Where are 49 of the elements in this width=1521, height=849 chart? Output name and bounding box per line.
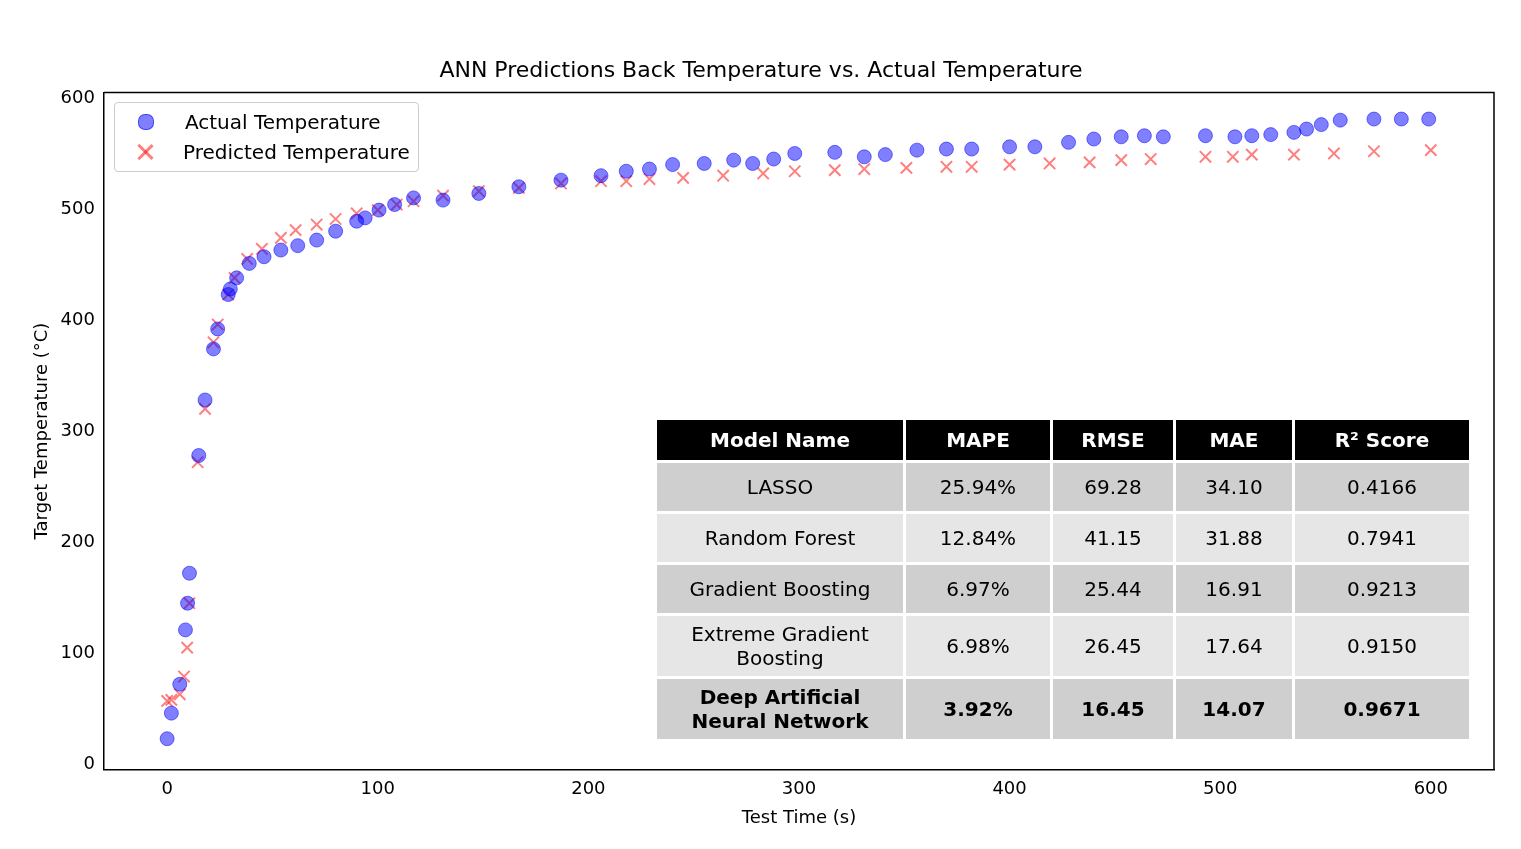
annotation: 25.94% — [904, 461, 1052, 513]
annotation: 16.45 — [1051, 677, 1175, 741]
x-tick-label: 500 — [1203, 777, 1238, 799]
y-tick-label: 600 — [60, 85, 95, 107]
legend-label: Predicted Temperature — [182, 140, 410, 165]
x-tick-label: 600 — [1413, 777, 1448, 799]
annotation: 41.15 — [1051, 512, 1175, 564]
annotation: Deep Artificial Neural Network — [655, 677, 905, 741]
annotation: R² Score — [1293, 418, 1471, 462]
annotation: 6.97% — [904, 563, 1052, 615]
annotation: 12.84% — [904, 512, 1052, 564]
annotation: 14.07 — [1174, 677, 1294, 741]
x-tick-label: 300 — [781, 777, 817, 799]
x-tick-label: 0 — [161, 777, 173, 799]
annotation: 34.10 — [1174, 461, 1294, 513]
annotation: MAE — [1174, 418, 1294, 462]
y-tick-label: 400 — [60, 307, 95, 329]
annotation: 0.7941 — [1293, 512, 1471, 564]
annotation: MAPE — [904, 418, 1052, 462]
y-tick-label: 300 — [60, 418, 95, 440]
x-tick-label: 100 — [360, 777, 395, 799]
annotation: 3.92% — [904, 677, 1052, 741]
y-tick-label: 500 — [60, 196, 95, 218]
annotation: Gradient Boosting — [655, 563, 905, 615]
annotation: LASSO — [655, 461, 905, 513]
annotation: 0.4166 — [1293, 461, 1471, 513]
y-axis-title: Target Temperature (°C) — [30, 322, 52, 541]
legend-label: Actual Temperature — [184, 110, 381, 135]
annotation: 0.9150 — [1293, 614, 1471, 678]
annotation: 26.45 — [1051, 614, 1175, 678]
y-tick-label: 200 — [60, 529, 95, 551]
annotation: Model Name — [655, 418, 905, 462]
annotation: 69.28 — [1051, 461, 1175, 513]
annotation: 6.98% — [904, 614, 1052, 678]
annotation: Random Forest — [655, 512, 905, 564]
x-tick-label: 400 — [992, 777, 1027, 799]
annotation: 0.9671 — [1293, 677, 1471, 741]
annotation: 17.64 — [1174, 614, 1294, 678]
annotation: 25.44 — [1051, 563, 1175, 615]
y-tick-label: 0 — [83, 751, 95, 773]
annotation: 31.88 — [1174, 512, 1294, 564]
annotation: 0.9213 — [1293, 563, 1471, 615]
y-tick-label: 100 — [60, 640, 95, 662]
annotation: RMSE — [1051, 418, 1175, 462]
x-axis-title: Test Time (s) — [740, 805, 857, 827]
x-tick-label: 200 — [571, 777, 606, 799]
chart-title: ANN Predictions Back Temperature vs. Actual Temperature — [439, 56, 1083, 82]
annotation: Extreme Gradient Boosting — [655, 614, 905, 678]
annotation: 16.91 — [1174, 563, 1294, 615]
